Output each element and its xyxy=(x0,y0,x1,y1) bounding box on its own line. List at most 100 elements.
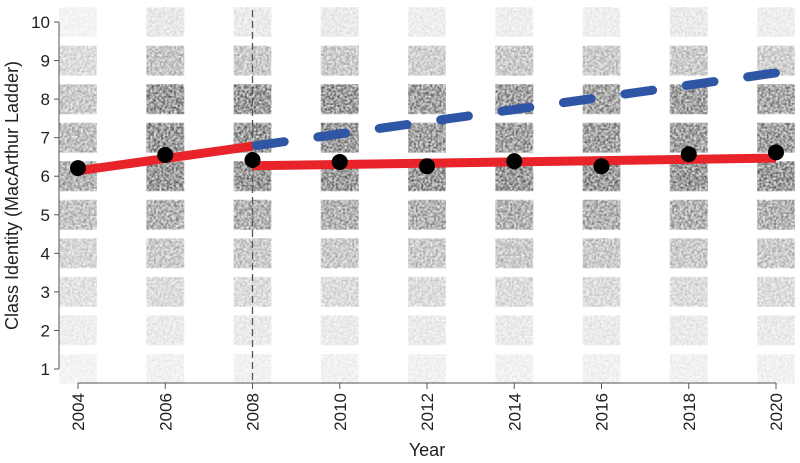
mean-point xyxy=(244,152,261,169)
jitter-block xyxy=(408,315,446,346)
y-tick-label: 2 xyxy=(41,321,50,340)
jitter-block xyxy=(582,315,621,346)
jitter-block xyxy=(320,354,359,384)
jitter-block xyxy=(757,238,795,269)
mean-point xyxy=(680,146,697,163)
x-tick-label: 2006 xyxy=(156,393,175,431)
jitter-block xyxy=(757,354,795,384)
mean-point xyxy=(419,158,435,175)
jitter-block xyxy=(408,84,446,115)
jitter-block xyxy=(582,45,621,76)
jitter-block xyxy=(59,122,97,153)
jitter-block xyxy=(669,161,708,192)
jitter-block xyxy=(669,238,708,269)
x-tick-label: 2014 xyxy=(505,393,524,431)
jitter-block xyxy=(669,45,708,76)
jitter-block xyxy=(757,315,795,346)
jitter-block xyxy=(669,315,708,346)
y-tick-label: 3 xyxy=(41,283,50,302)
x-tick-label: 2018 xyxy=(680,393,699,431)
jitter-blocks xyxy=(59,7,795,384)
mean-point xyxy=(506,153,523,170)
jitter-block xyxy=(757,84,795,115)
jitter-block xyxy=(495,45,534,76)
jitter-block xyxy=(146,7,185,37)
projected-trend-line xyxy=(248,68,781,151)
jitter-block xyxy=(146,354,185,384)
x-axis-title: Year xyxy=(409,440,445,460)
jitter-block xyxy=(59,199,97,230)
x-tick-label: 2020 xyxy=(767,393,786,431)
jitter-block xyxy=(669,354,708,384)
jitter-block xyxy=(59,315,97,346)
jitter-block xyxy=(320,199,359,230)
jitter-block xyxy=(408,238,446,269)
jitter-block xyxy=(146,84,185,115)
mean-point xyxy=(70,160,86,177)
y-tick-label: 10 xyxy=(31,13,50,32)
axis-labels: 1 2 3 4 5 6 7 8 9 10 2004 2006 2008 2010 2012 2014 2016 2… xyxy=(2,13,786,460)
y-tick-label: 9 xyxy=(41,52,50,71)
jitter-block xyxy=(495,315,534,346)
jitter-block xyxy=(146,45,185,76)
jitter-block xyxy=(59,7,97,37)
jitter-block xyxy=(408,354,446,384)
x-tick-label: 2010 xyxy=(331,393,350,431)
jitter-block xyxy=(582,276,621,307)
y-tick-label: 5 xyxy=(41,206,50,225)
jitter-block xyxy=(669,276,708,307)
jitter-block xyxy=(582,122,621,153)
jitter-block xyxy=(320,7,359,37)
jitter-block xyxy=(757,7,795,37)
jitter-block xyxy=(669,199,708,230)
jitter-block xyxy=(320,238,359,269)
mean-point xyxy=(157,147,174,164)
jitter-block xyxy=(408,122,446,153)
jitter-block xyxy=(582,199,621,230)
y-tick-label: 4 xyxy=(41,244,50,263)
jitter-block xyxy=(146,276,185,307)
jitter-block xyxy=(408,7,446,37)
jitter-block xyxy=(408,199,446,230)
axes xyxy=(54,10,777,389)
jitter-block xyxy=(59,45,97,76)
y-axis-title: Class Identity (MacArthur Ladder) xyxy=(2,61,22,330)
jitter-block xyxy=(757,161,795,192)
y-tick-label: 7 xyxy=(41,129,50,148)
mean-points xyxy=(70,144,784,177)
jitter-block xyxy=(408,276,446,307)
x-tick-label: 2016 xyxy=(593,393,612,431)
jitter-block xyxy=(59,276,97,307)
jitter-block xyxy=(582,238,621,269)
jitter-block xyxy=(320,45,359,76)
jitter-block xyxy=(59,84,97,115)
jitter-block xyxy=(320,315,359,346)
jitter-block xyxy=(146,161,185,192)
jitter-block xyxy=(495,199,534,230)
jitter-block xyxy=(495,238,534,269)
mean-point xyxy=(593,158,610,175)
jitter-block xyxy=(320,84,359,115)
y-tick-label: 8 xyxy=(41,90,50,109)
jitter-block xyxy=(757,276,795,307)
jitter-block xyxy=(495,7,534,37)
jitter-block xyxy=(146,199,185,230)
x-tick-label: 2008 xyxy=(244,393,263,431)
jitter-block xyxy=(408,45,446,76)
jitter-block xyxy=(320,276,359,307)
jitter-block xyxy=(582,7,621,37)
mean-point xyxy=(768,144,784,161)
jitter-block xyxy=(495,354,534,384)
mean-point xyxy=(331,153,348,170)
jitter-block xyxy=(495,122,534,153)
jitter-block xyxy=(146,315,185,346)
y-tick-label: 6 xyxy=(41,167,50,186)
y-tick-label: 1 xyxy=(41,360,50,379)
x-tick-label: 2004 xyxy=(69,393,88,431)
jitter-block xyxy=(59,354,97,384)
jitter-block xyxy=(669,7,708,37)
jitter-block xyxy=(757,199,795,230)
jitter-block xyxy=(495,276,534,307)
jitter-block xyxy=(146,238,185,269)
